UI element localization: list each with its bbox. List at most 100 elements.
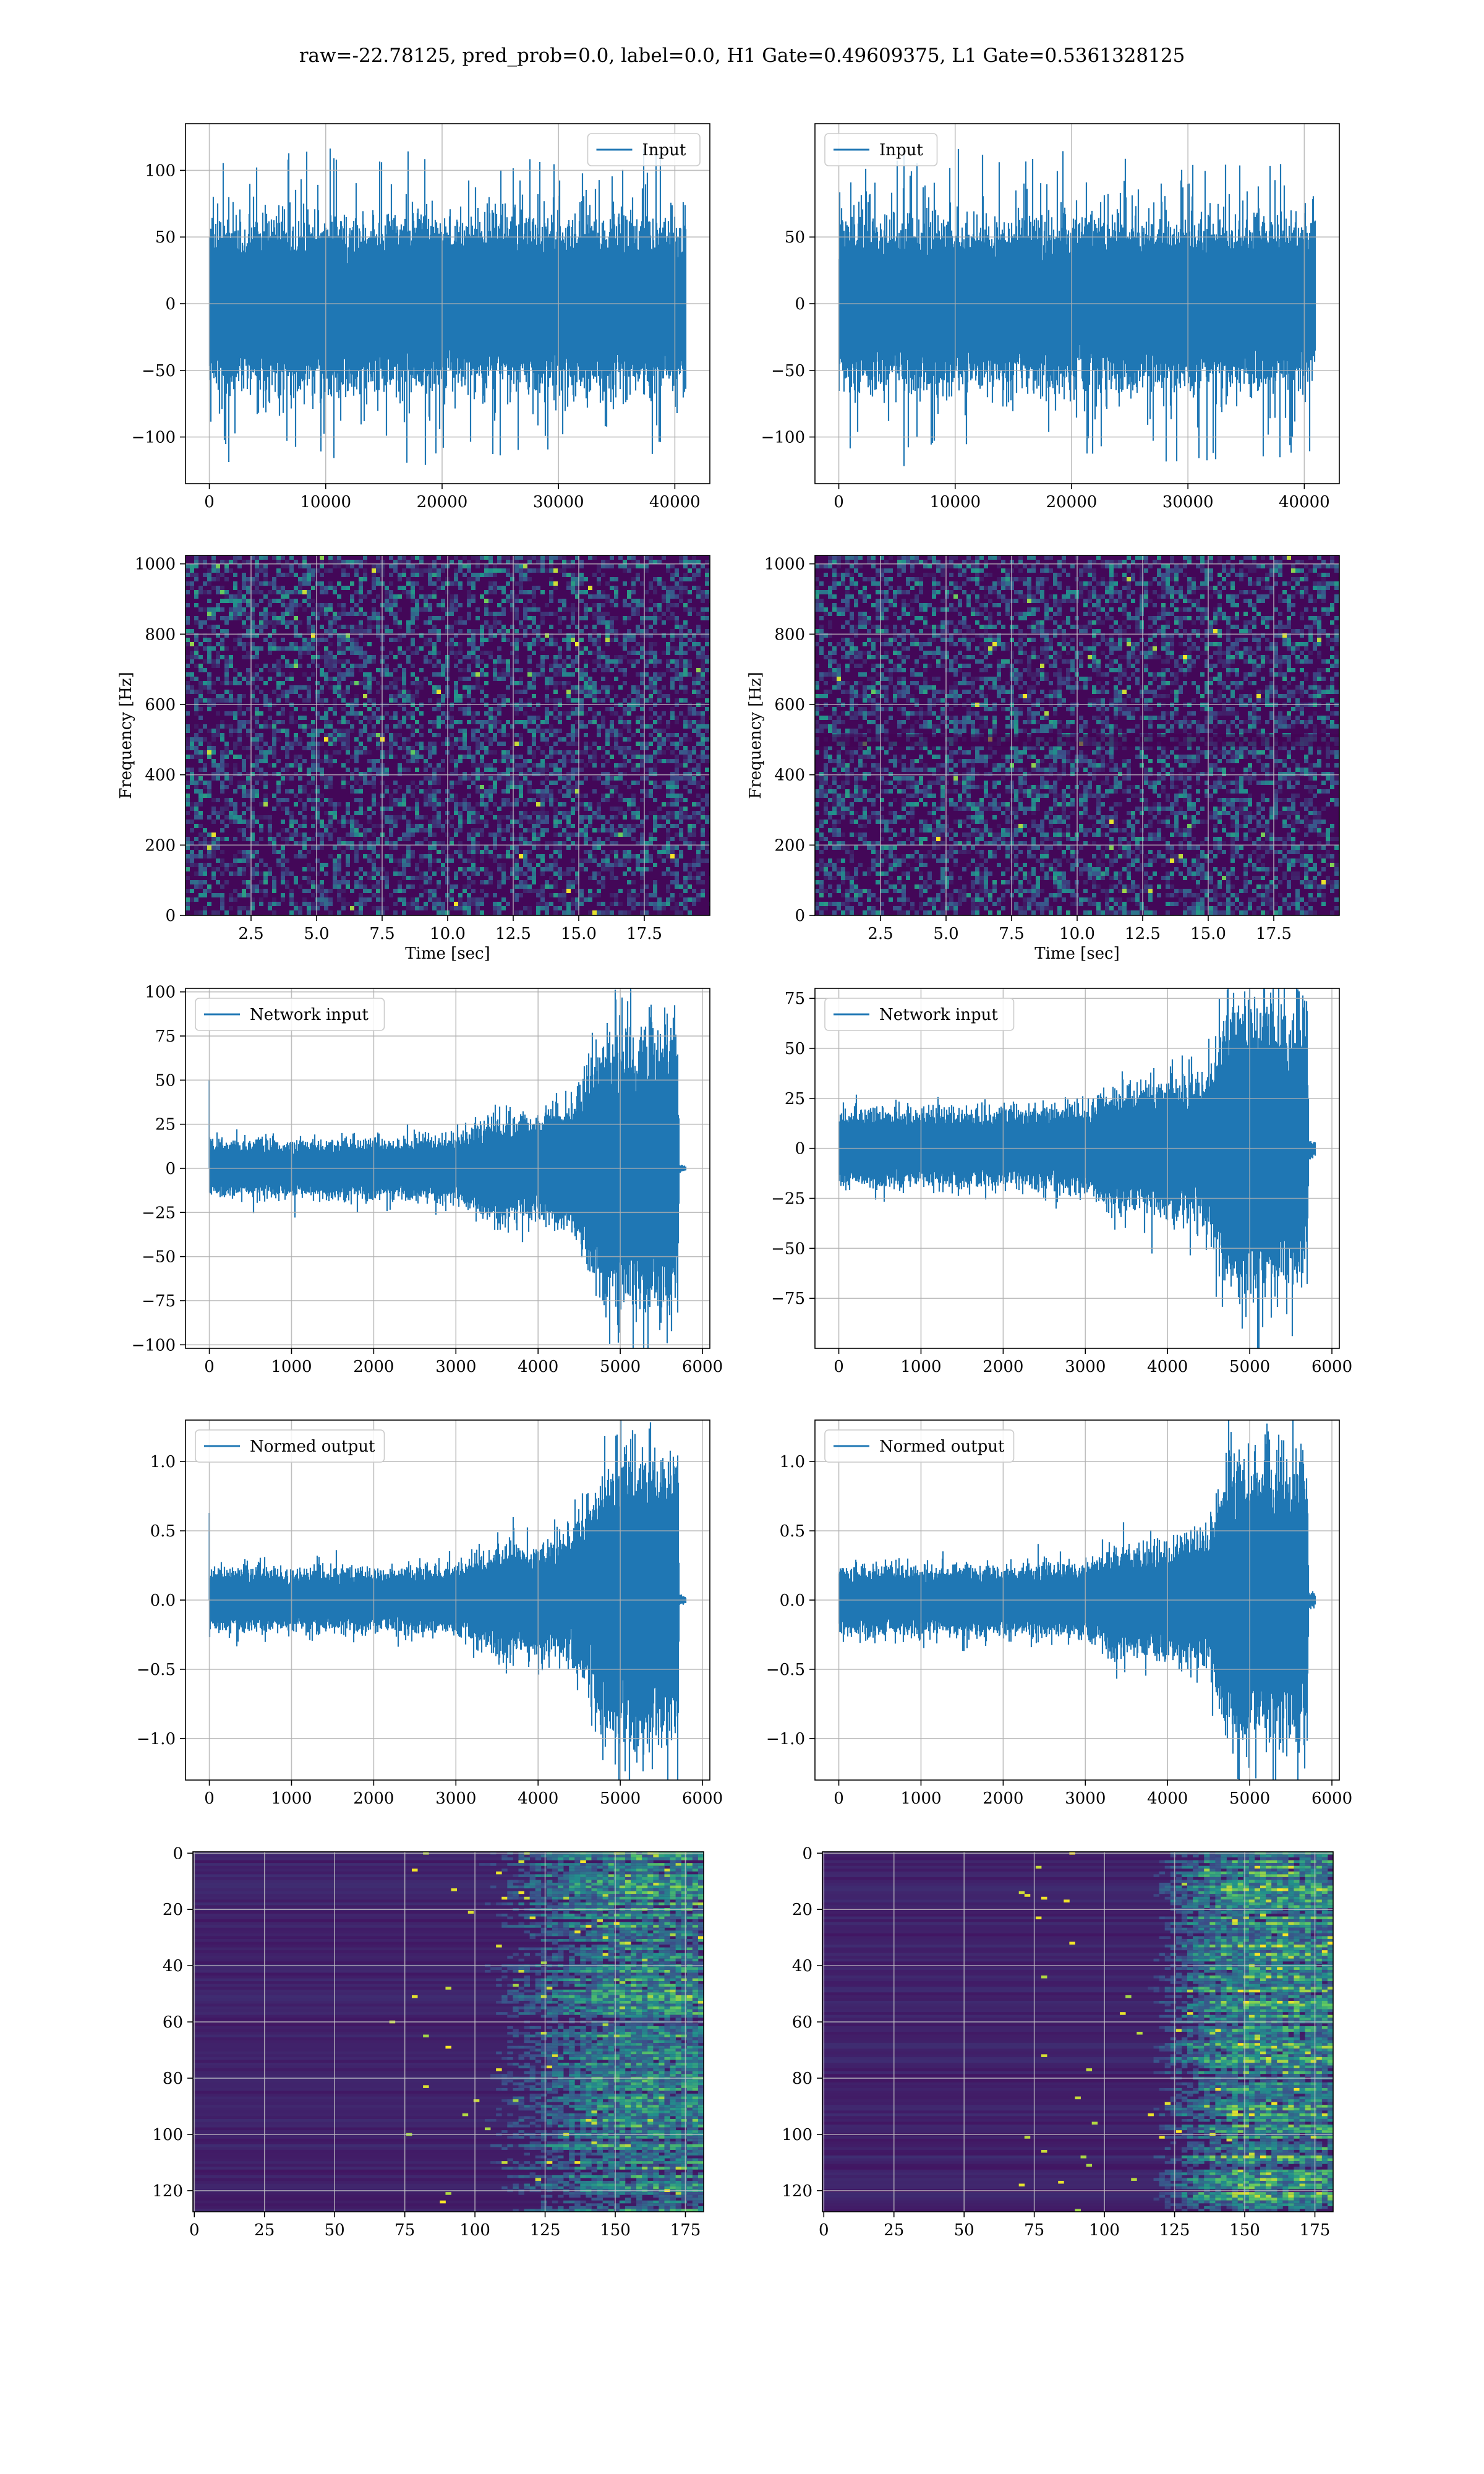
normed-output-l1-panel: 0 1000 2000 3000 4000 5000 6000 −1.0 −0.5 0.0 0.5 1… [766, 1419, 1352, 1808]
normed-output-l1-xtick-label: 5000 [1229, 1789, 1270, 1808]
normed-output-h1-panel: 0 1000 2000 3000 4000 5000 6000 −1.0 −0.5 0.0 0.5 1… [137, 1419, 723, 1808]
spectrogram-l1-ytick-label: 1000 [764, 555, 805, 574]
spectrogram-h1-ytick-label: 800 [145, 625, 176, 644]
normed-output-h1-ytick-label: 0.0 [150, 1591, 176, 1610]
feature-map-l1-ytick-label: 40 [792, 1957, 812, 1975]
input-l1-ytick-label: −100 [761, 429, 805, 447]
feature-map-h1-frame [192, 1851, 704, 2212]
network-input-h1-ytick-label: −100 [132, 1336, 176, 1355]
network-input-h1-ytick-label: −50 [142, 1248, 176, 1267]
normed-output-h1-xtick-label: 0 [204, 1789, 215, 1808]
feature-map-h1-plot-area [193, 1852, 704, 2212]
normed-output-h1-ytick-label: 0.5 [150, 1522, 176, 1541]
input-h1-legend-label: Input [642, 141, 686, 160]
spectrogram-l1-xtick-label: 15.0 [1190, 925, 1226, 943]
network-input-l1-xtick-label: 5000 [1229, 1358, 1270, 1376]
network-input-h1-legend-label: Network input [250, 1006, 369, 1024]
spectrogram-l1-xtick-label: 2.5 [868, 925, 893, 943]
normed-output-l1-xtick-label: 6000 [1311, 1789, 1352, 1808]
network-input-h1-xtick-label: 5000 [600, 1358, 641, 1376]
input-l1-ytick-label: −50 [771, 362, 805, 380]
feature-map-h1-grid [193, 1852, 704, 2212]
normed-output-h1-ytick-label: 1.0 [150, 1453, 176, 1471]
network-input-l1-xtick-label: 2000 [983, 1358, 1023, 1376]
spectrogram-h1-heatmap [186, 555, 710, 915]
feature-map-h1-ytick-label: 80 [163, 2070, 183, 2088]
network-input-l1-plot-area [815, 988, 1339, 1348]
spectrogram-h1-xtick-label: 15.0 [561, 925, 597, 943]
feature-map-l1-heatmap [822, 1852, 1333, 2212]
spectrogram-l1-plot-area [815, 555, 1339, 915]
input-h1-xtick-label: 20000 [417, 493, 468, 511]
feature-map-h1-ytick-label: 60 [163, 2013, 183, 2032]
feature-map-l1-xtick-label: 75 [1024, 2221, 1044, 2240]
spectrogram-l1-ytick-label: 200 [774, 836, 805, 855]
network-input-l1-ytick-label: 0 [795, 1140, 805, 1158]
spectrogram-l1-ytick-label: 800 [774, 625, 805, 644]
feature-map-l1-ytick-label: 80 [792, 2070, 812, 2088]
spectrogram-l1-xtick-label: 17.5 [1256, 925, 1292, 943]
network-input-l1-grid [815, 988, 1339, 1348]
spectrogram-l1-ytick-label: 600 [774, 696, 805, 714]
normed-output-h1-xtick-label: 4000 [518, 1789, 558, 1808]
spectrogram-h1-ytick-label: 600 [145, 696, 176, 714]
network-input-h1-legend: Network input [195, 998, 385, 1031]
feature-map-l1-ytick-label: 20 [792, 1901, 812, 1919]
spectrogram-h1-grid [186, 555, 710, 915]
input-l1-xtick-label: 40000 [1279, 493, 1330, 511]
normed-output-h1-legend: Normed output [195, 1429, 385, 1463]
spectrogram-h1-xtick-label: 2.5 [238, 925, 263, 943]
spectrogram-l1-xlabel: Time [sec] [1034, 944, 1120, 963]
input-h1-legend: Input [587, 133, 701, 166]
input-l1-legend-label: Input [879, 141, 923, 160]
normed-output-h1-legend-label: Normed output [250, 1437, 375, 1456]
network-input-h1-ytick-label: 50 [155, 1071, 176, 1090]
network-input-l1-xtick-label: 6000 [1311, 1358, 1352, 1376]
network-input-h1-xtick-label: 6000 [682, 1358, 723, 1376]
network-input-h1-ytick-label: −75 [142, 1292, 176, 1311]
normed-output-l1-ytick-label: −0.5 [766, 1661, 805, 1679]
normed-output-h1-xtick-label: 6000 [682, 1789, 723, 1808]
feature-map-h1-xtick-label: 0 [189, 2221, 200, 2240]
input-h1-grid [186, 124, 710, 484]
feature-map-h1-ytick-label: 0 [173, 1844, 183, 1863]
feature-map-l1-xtick-label: 0 [819, 2221, 829, 2240]
feature-map-l1-xtick-label: 125 [1159, 2221, 1190, 2240]
network-input-h1-plot-area [186, 988, 710, 1348]
network-input-l1-panel: 0 1000 2000 3000 4000 5000 6000 −75 −50 −25 0 25 50 7… [771, 988, 1352, 1376]
feature-map-l1-xtick-label: 100 [1089, 2221, 1120, 2240]
feature-map-l1-plot-area [822, 1852, 1333, 2212]
normed-output-l1-legend: Normed output [824, 1429, 1015, 1463]
feature-map-l1-xtick-label: 175 [1300, 2221, 1331, 2240]
input-h1-ytick-label: 0 [165, 295, 176, 314]
input-h1-plot-area [186, 124, 710, 484]
network-input-l1-xtick-label: 1000 [900, 1358, 941, 1376]
network-input-l1-xtick-label: 4000 [1147, 1358, 1188, 1376]
feature-map-l1-xtick-label: 25 [884, 2221, 904, 2240]
input-h1-xtick-label: 30000 [533, 493, 584, 511]
feature-map-h1-xtick-label: 25 [254, 2221, 275, 2240]
figure-suptitle: raw=-22.78125, pred_prob=0.0, label=0.0,… [299, 45, 1185, 67]
input-h1-xtick-label: 40000 [649, 493, 701, 511]
normed-output-h1-xtick-label: 2000 [353, 1789, 394, 1808]
network-input-h1-ytick-label: −25 [142, 1204, 176, 1222]
input-l1-legend: Input [824, 133, 938, 166]
feature-map-l1-ytick-label: 0 [802, 1844, 812, 1863]
input-l1-xtick-label: 20000 [1046, 493, 1098, 511]
spectrogram-l1-xtick-label: 10.0 [1059, 925, 1095, 943]
feature-map-h1-xtick-label: 125 [530, 2221, 561, 2240]
spectrogram-l1-ylabel: Frequency [Hz] [746, 672, 765, 799]
feature-map-h1-xtick-label: 50 [325, 2221, 345, 2240]
network-input-h1-xtick-label: 1000 [271, 1358, 312, 1376]
normed-output-h1-xtick-label: 5000 [600, 1789, 641, 1808]
network-input-l1-frame [814, 988, 1340, 1349]
normed-output-l1-plot-area [815, 1420, 1339, 1780]
feature-map-l1-xtick-label: 150 [1229, 2221, 1260, 2240]
network-input-l1-ytick-label: −75 [771, 1290, 805, 1308]
network-input-l1-ytick-label: −50 [771, 1239, 805, 1258]
spectrogram-l1-ytick-label: 0 [795, 907, 805, 925]
spectrogram-h1-xtick-label: 7.5 [369, 925, 394, 943]
spectrogram-h1-ytick-label: 0 [165, 907, 176, 925]
normed-output-l1-grid [815, 1420, 1339, 1780]
